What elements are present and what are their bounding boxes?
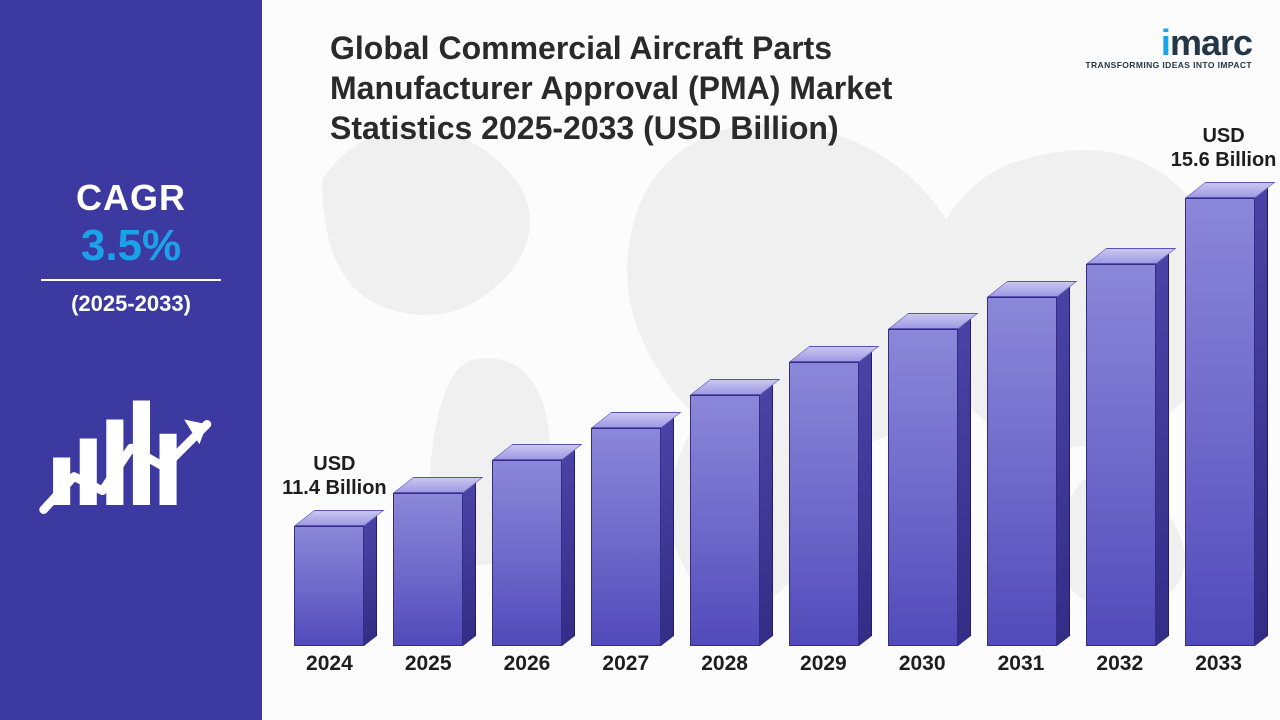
x-axis-label: 2026: [478, 652, 577, 692]
cagr-label: CAGR: [76, 177, 186, 219]
x-axis-label: 2025: [379, 652, 478, 692]
bar-slot: [775, 362, 872, 646]
bar: [393, 493, 463, 646]
logo-tagline: TRANSFORMING IDEAS INTO IMPACT: [1085, 60, 1252, 70]
bar: [690, 395, 760, 646]
main-area: Global Commercial Aircraft Parts Manufac…: [262, 0, 1280, 720]
cagr-period: (2025-2033): [71, 291, 191, 317]
bar: [1185, 198, 1255, 646]
bar-slot: [1171, 198, 1268, 646]
x-axis-label: 2028: [675, 652, 774, 692]
bar-slot: [478, 460, 575, 646]
bar-slot: [676, 395, 773, 646]
bar: [591, 428, 661, 646]
bar-chart: 2024202520262027202820292030203120322033: [280, 180, 1268, 700]
bar-slot: [1072, 264, 1169, 646]
bars-container: [280, 196, 1268, 646]
x-axis-label: 2027: [576, 652, 675, 692]
x-axis-label: 2030: [873, 652, 972, 692]
bar-slot: [280, 526, 377, 646]
value-callout: USD15.6 Billion: [1159, 124, 1280, 172]
divider: [41, 279, 221, 281]
bar-slot: [973, 297, 1070, 646]
x-axis-labels: 2024202520262027202820292030203120322033: [280, 652, 1268, 692]
x-axis-label: 2031: [972, 652, 1071, 692]
x-axis-label: 2033: [1169, 652, 1268, 692]
bar: [987, 297, 1057, 646]
bar: [492, 460, 562, 646]
bar: [789, 362, 859, 646]
value-callout: USD11.4 Billion: [269, 452, 399, 500]
brand-logo: imarc TRANSFORMING IDEAS INTO IMPACT: [1085, 22, 1252, 70]
bar: [294, 526, 364, 646]
bar-slot: [379, 493, 476, 646]
bar: [888, 329, 958, 646]
x-axis-label: 2024: [280, 652, 379, 692]
bar-slot: [874, 329, 971, 646]
chart-title: Global Commercial Aircraft Parts Manufac…: [330, 28, 970, 148]
bar: [1086, 264, 1156, 646]
logo-text: imarc: [1085, 22, 1252, 64]
sidebar-panel: CAGR 3.5% (2025-2033): [0, 0, 262, 720]
x-axis-label: 2029: [774, 652, 873, 692]
cagr-value: 3.5%: [81, 221, 181, 271]
x-axis-label: 2032: [1070, 652, 1169, 692]
page-root: CAGR 3.5% (2025-2033): [0, 0, 1280, 720]
bar-slot: [577, 428, 674, 646]
growth-chart-icon: [36, 353, 226, 543]
